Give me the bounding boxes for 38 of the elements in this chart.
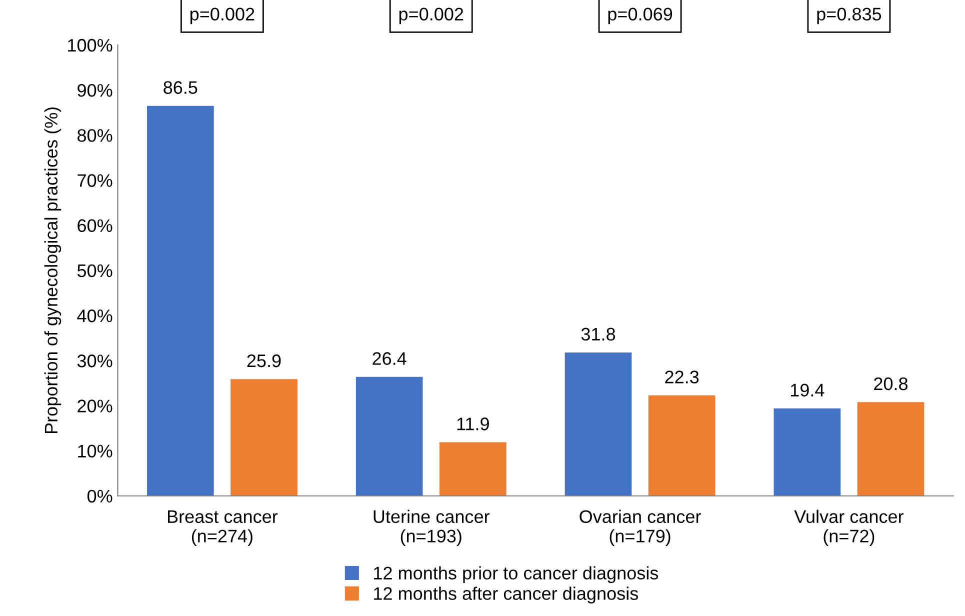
data-label: 11.9 <box>457 418 489 430</box>
bar <box>146 106 214 496</box>
text: p=0.069 <box>608 8 672 24</box>
data-label: 86.5 <box>164 81 198 94</box>
text: p=0.002 <box>399 8 464 24</box>
bar <box>774 408 841 496</box>
bar <box>356 376 423 496</box>
y-tick-label: 80% <box>78 129 112 142</box>
legend-label: 12 months prior to cancer diagnosis <box>374 566 658 584</box>
y-tick-label: 60% <box>78 219 112 232</box>
y-tick-label: 30% <box>77 354 112 368</box>
bar <box>564 352 632 496</box>
text: p=0.835 <box>817 8 882 24</box>
x-tick-label: Ovarian cancer (n=179) <box>580 510 701 546</box>
data-label: 26.4 <box>372 352 406 365</box>
y-tick-label: 40% <box>77 309 112 322</box>
y-tick-label: 20% <box>78 400 112 412</box>
x-tick-label: Breast cancer (n=274) <box>168 510 278 546</box>
y-tick-label: 10% <box>78 444 112 458</box>
y-axis-title: Proportion of gynecological practices (%) <box>44 107 62 434</box>
x-tick-label: Uterine cancer (n=193) <box>374 510 490 546</box>
bar <box>648 395 716 496</box>
legend-label: 12 months after cancer diagnosis <box>374 586 638 604</box>
text: p=0.002 <box>190 8 254 24</box>
bar <box>230 379 298 496</box>
y-tick-label: 90% <box>78 84 112 97</box>
data-label: 19.4 <box>790 384 824 396</box>
y-tick-label: 100% <box>68 38 112 52</box>
y-tick-label: 0% <box>87 490 112 503</box>
data-label: 22.3 <box>665 370 699 384</box>
data-label: 31.8 <box>581 328 616 341</box>
bar <box>439 442 506 496</box>
x-tick-label: Vulvar cancer (n=72) <box>794 510 904 546</box>
y-tick-label: 70% <box>78 174 112 187</box>
data-label: 20.8 <box>874 377 908 390</box>
data-label: 25.9 <box>247 354 281 368</box>
y-tick-label: 50% <box>77 264 112 278</box>
bar <box>857 402 924 496</box>
